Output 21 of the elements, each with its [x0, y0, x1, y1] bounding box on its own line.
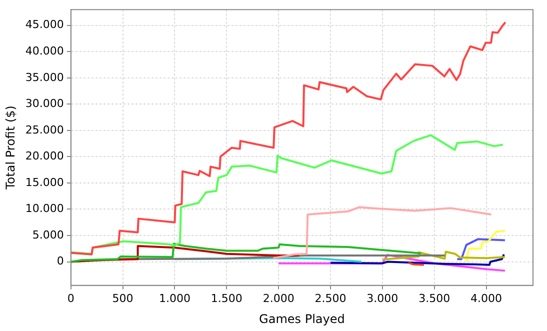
x-tick-label: 3.000 — [366, 292, 398, 305]
x-tick-label: 3.500 — [418, 292, 450, 305]
x-tick-label: 0 — [67, 292, 74, 305]
y-tick-label: 10.000 — [25, 202, 64, 216]
x-axis-title: Games Played — [259, 312, 345, 326]
y-tick-label: 35.000 — [25, 70, 64, 84]
y-tick-label: 40.000 — [25, 44, 64, 58]
x-tick-label: 2.500 — [314, 292, 346, 305]
y-tick-label: 15.000 — [25, 176, 64, 189]
x-tick-label: 2.000 — [262, 292, 294, 305]
y-tick-label: 30.000 — [25, 97, 64, 110]
x-tick-label: 4.000 — [470, 292, 502, 305]
y-tick-label: 5.000 — [32, 228, 64, 242]
y-axis-title: Total Profit ($) — [3, 106, 18, 190]
x-tick-label: 1.500 — [210, 292, 242, 305]
x-tick-label: 1.000 — [158, 292, 190, 305]
y-tick-label: 0 — [56, 254, 64, 268]
y-tick-label: 45.000 — [25, 18, 64, 32]
y-tick-label: 25.000 — [25, 123, 64, 136]
y-tick-label: 20.000 — [25, 150, 64, 163]
x-tick-label: 500 — [112, 292, 134, 305]
